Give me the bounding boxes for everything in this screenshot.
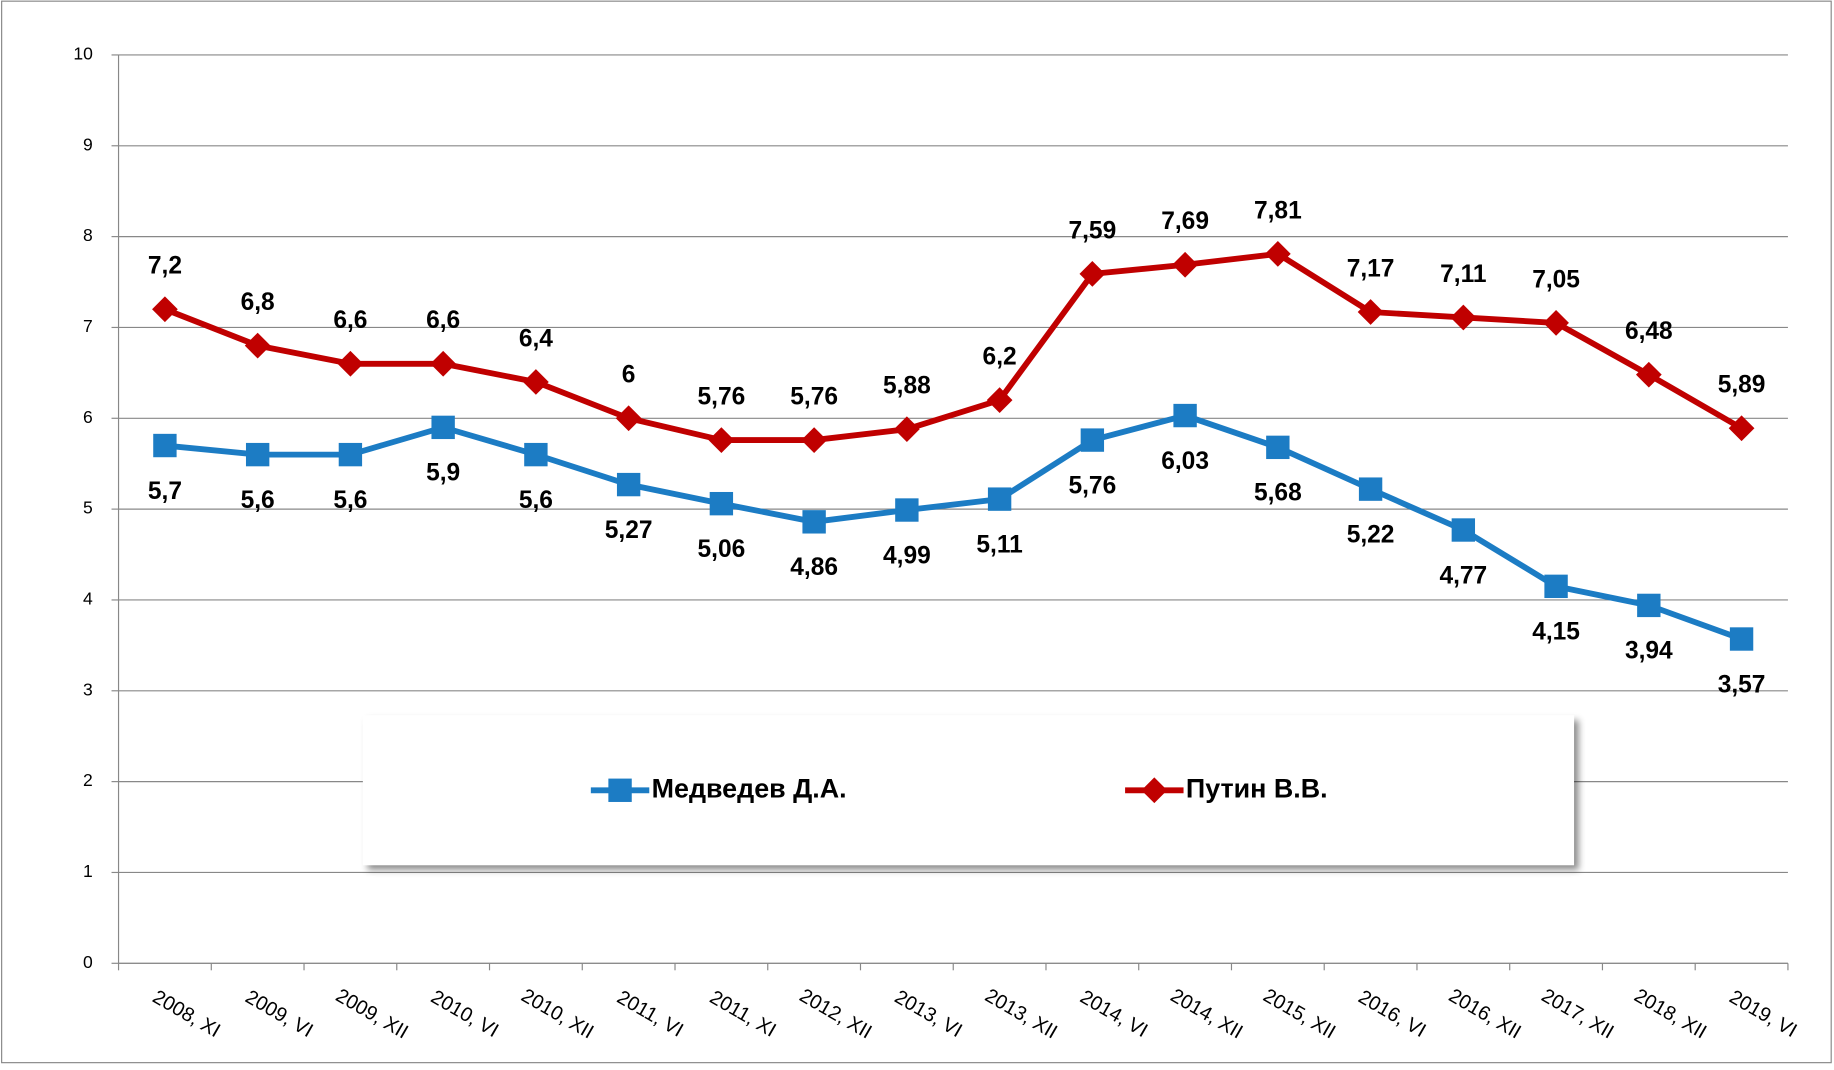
marker: [1728, 415, 1755, 442]
data-label: 4,99: [883, 542, 931, 569]
marker: [801, 427, 827, 453]
y-tick-label: 2: [83, 770, 93, 790]
marker: [1543, 310, 1569, 336]
data-label: 5,06: [698, 536, 746, 563]
series-line: [163, 250, 1744, 444]
data-label: 5,6: [519, 487, 553, 514]
data-label: 5,6: [333, 487, 367, 514]
marker: [1079, 260, 1106, 287]
data-label: 5,76: [698, 383, 746, 410]
marker: [986, 387, 1013, 413]
y-tick-label: 7: [83, 316, 93, 336]
marker: [1141, 777, 1168, 804]
data-label: 7,81: [1254, 197, 1302, 224]
marker: [430, 350, 457, 377]
marker: [1266, 435, 1290, 460]
marker: [337, 350, 364, 377]
marker: [1450, 304, 1477, 331]
data-label: 7,11: [1440, 261, 1486, 288]
y-tick-label: 0: [83, 952, 93, 972]
marker: [152, 296, 178, 323]
data-label: 6,8: [241, 289, 275, 316]
marker: [1544, 574, 1568, 599]
data-label: 3,94: [1625, 638, 1673, 665]
data-label: 5,76: [1068, 472, 1116, 499]
data-label: 4,77: [1439, 562, 1487, 589]
marker: [1729, 627, 1754, 651]
data-label: 5,6: [241, 487, 275, 514]
marker: [1264, 241, 1291, 267]
data-label: 5,27: [605, 517, 653, 544]
marker: [153, 433, 177, 458]
data-label: 7,69: [1161, 208, 1209, 235]
marker: [524, 442, 548, 467]
data-label: 5,22: [1347, 521, 1395, 548]
marker: [245, 442, 270, 467]
legend-label: Медведев Д.А.: [652, 773, 847, 803]
marker: [709, 491, 734, 516]
data-label: 5,76: [790, 383, 838, 410]
marker: [802, 510, 826, 534]
y-tick-label: 4: [83, 589, 93, 609]
marker: [1451, 518, 1476, 542]
marker: [708, 427, 735, 453]
marker: [608, 778, 632, 802]
data-label: 5,7: [148, 478, 182, 505]
data-label: 6,03: [1161, 448, 1209, 475]
data-label: 3,57: [1718, 671, 1766, 698]
data-label: 6: [622, 362, 636, 389]
marker: [895, 498, 919, 522]
data-label: 4,86: [790, 554, 838, 581]
y-tick-label: 8: [83, 225, 93, 245]
y-tick-label: 6: [83, 407, 93, 427]
data-label: 5,88: [883, 373, 931, 400]
data-label: 7,17: [1347, 255, 1395, 282]
y-tick-label: 1: [83, 861, 93, 881]
data-label: 6,4: [519, 325, 553, 352]
marker: [1173, 403, 1197, 428]
legend-label: Путин В.В.: [1186, 773, 1328, 803]
marker: [523, 369, 549, 395]
data-label: 6,6: [426, 307, 460, 334]
data-label: 5,89: [1718, 372, 1766, 399]
series-line: [164, 412, 1743, 642]
marker: [1358, 477, 1383, 501]
marker: [431, 415, 455, 440]
y-tick-label: 10: [73, 44, 93, 64]
data-label: 6,2: [983, 344, 1017, 371]
y-tick-label: 5: [83, 498, 93, 518]
marker: [338, 442, 363, 467]
data-label: 4,15: [1532, 619, 1580, 646]
y-tick-label: 3: [83, 679, 93, 699]
y-tick-label: 9: [83, 134, 93, 154]
marker: [244, 332, 271, 359]
marker: [894, 416, 920, 443]
data-label: 5,9: [426, 460, 460, 487]
marker: [1637, 593, 1661, 618]
marker: [1172, 251, 1198, 278]
data-label: 5,68: [1254, 480, 1302, 507]
data-label: 6,48: [1625, 318, 1673, 345]
data-label: 7,59: [1068, 217, 1116, 244]
marker: [615, 405, 642, 432]
marker: [616, 472, 641, 497]
data-label: 5,11: [976, 531, 1022, 558]
marker: [1080, 428, 1105, 452]
data-label: 6,6: [333, 307, 367, 334]
marker: [987, 487, 1012, 511]
data-label: 7,2: [148, 253, 182, 280]
legend-box: [362, 715, 1575, 866]
data-label: 7,05: [1532, 266, 1580, 293]
